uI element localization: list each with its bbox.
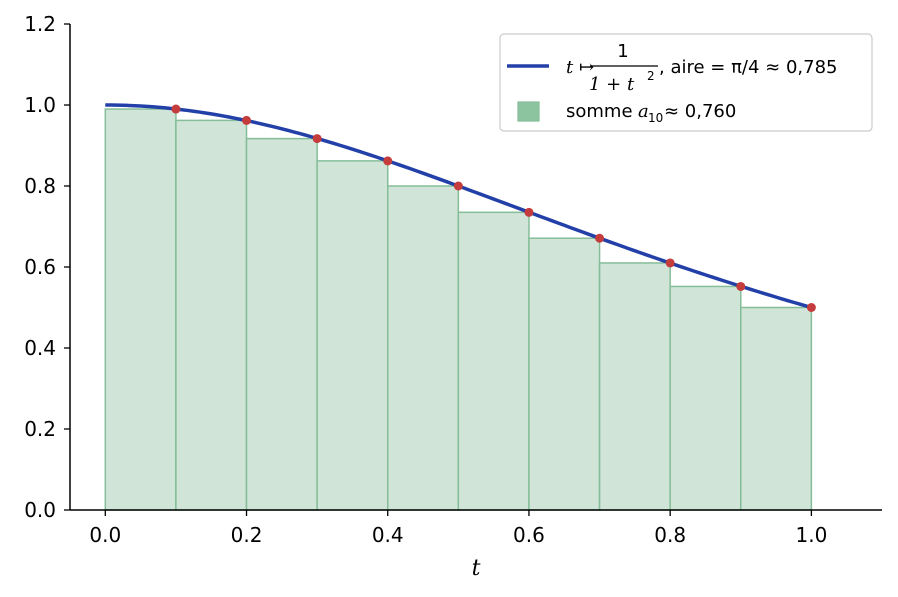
legend-bar-suffix: ≈ 0,760 [664, 101, 736, 122]
legend-bar-prefix: somme [566, 101, 633, 122]
bar [669, 285, 742, 511]
legend-curve-prefix: t ↦ [566, 57, 594, 78]
points-group [171, 104, 816, 312]
bar [175, 119, 248, 511]
data-point [383, 156, 393, 166]
x-tick-label: 0.2 [231, 523, 263, 547]
legend-bar-subscript: 10 [648, 111, 663, 125]
data-point [665, 258, 675, 268]
data-point [806, 303, 816, 312]
y-tick-label: 0.2 [24, 417, 56, 441]
y-tick-label: 0.0 [24, 498, 56, 522]
bar [528, 237, 601, 511]
legend-frame [499, 33, 873, 132]
data-point [171, 104, 181, 114]
y-tick-label: 0.8 [24, 174, 56, 198]
legend-curve-suffix: , aire = π/4 ≈ 0,785 [659, 57, 838, 78]
data-point [453, 181, 463, 191]
data-point [242, 115, 252, 125]
bar [316, 160, 389, 511]
data-point [595, 233, 605, 243]
legend: t ↦ 1 1 + t 2 , aire = π/4 ≈ 0,785 somme… [499, 33, 873, 132]
x-tick-label: 0.4 [372, 523, 404, 547]
bar [245, 137, 318, 511]
bar [598, 262, 671, 511]
bar [386, 185, 460, 511]
data-point [736, 281, 746, 291]
axes-group: 0.0 0.2 0.4 0.6 0.8 1.0 0.0 0.2 0.4 0.6 0.8 1.0 1.2 [24, 12, 882, 547]
x-axis-title: t [472, 556, 481, 581]
x-tick-label: 0.8 [654, 523, 686, 547]
y-tick-label: 0.4 [24, 336, 56, 360]
legend-curve-numerator: 1 [617, 41, 628, 62]
x-tick-label: 1.0 [795, 523, 827, 547]
x-tick-label: 0.6 [513, 523, 545, 547]
legend-curve-exponent: 2 [647, 69, 655, 83]
bar [104, 108, 177, 511]
y-tick-label: 1.2 [24, 12, 56, 36]
legend-bar-swatch [517, 101, 540, 122]
bar [457, 211, 530, 511]
bars-group [104, 108, 813, 511]
y-tick-label: 1.0 [24, 93, 56, 117]
legend-bar-symbol: a [638, 101, 649, 122]
bar [740, 306, 813, 511]
data-point [524, 207, 534, 217]
data-point [312, 134, 322, 144]
y-tick-label: 0.6 [24, 255, 56, 279]
x-tick-label: 0.0 [89, 523, 121, 547]
legend-curve-denominator: 1 + t [589, 74, 635, 95]
